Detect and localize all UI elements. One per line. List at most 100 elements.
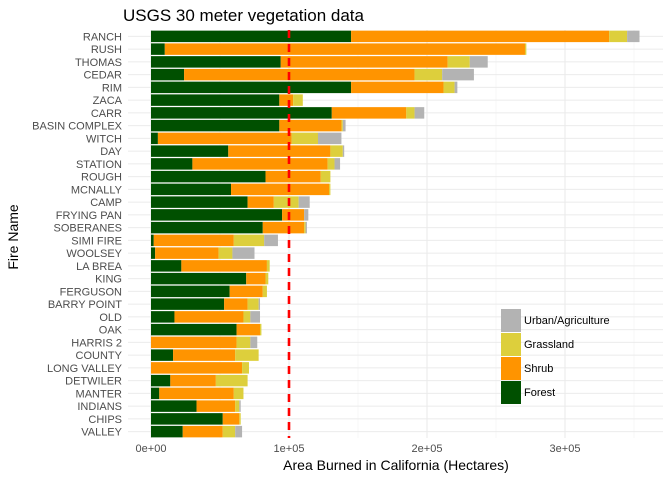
bar-segment-shrub — [151, 336, 237, 349]
bar-segment-urban-agriculture — [305, 221, 307, 234]
bar-segment-urban-agriculture — [342, 119, 346, 132]
legend-swatch — [501, 333, 521, 356]
bar-segment-shrub — [228, 145, 331, 157]
x-tick-label: 0e+00 — [136, 443, 167, 455]
bar-segment-urban-agriculture — [250, 311, 261, 323]
bar-segment-grassland — [262, 285, 267, 298]
legend: Urban/Agriculture Grassland Shrub Forest — [501, 309, 610, 404]
bars — [151, 30, 640, 438]
bar-segment-shrub — [155, 247, 219, 259]
bar-segment-grassland — [215, 374, 248, 387]
bar-segment-forest — [151, 107, 332, 119]
y-tick-label: OLD — [99, 312, 122, 324]
bar-segment-forest — [151, 132, 158, 145]
bar-segment-shrub — [157, 132, 292, 145]
bar-segment-shrub — [265, 170, 321, 183]
bar-segment-grassland — [524, 43, 527, 55]
bar-segment-forest — [151, 119, 280, 132]
bar-segment-forest — [151, 30, 352, 43]
bar-segment-shrub — [159, 387, 234, 400]
bar-segment-shrub — [170, 374, 216, 387]
y-tick-label: BASIN COMPLEX — [32, 121, 123, 133]
y-tick-label: RUSH — [91, 44, 122, 56]
bar-segment-shrub — [246, 272, 266, 285]
y-tick-label: WOOLSEY — [66, 248, 122, 260]
bar-segment-grassland — [235, 400, 240, 412]
bar-segment-grassland — [304, 221, 306, 234]
bar-segment-shrub — [231, 183, 330, 196]
bar-segment-grassland — [341, 119, 343, 132]
bar-segment-urban-agriculture — [304, 209, 309, 221]
bar-segment-shrub — [236, 323, 261, 336]
y-tick-label: CEDAR — [83, 70, 122, 82]
y-tick-label: OAK — [99, 325, 123, 337]
bar-segment-grassland — [235, 349, 259, 361]
bar-segment-grassland — [273, 196, 299, 208]
bar-segment-forest — [151, 209, 283, 221]
bar-segment-urban-agriculture — [414, 107, 425, 119]
bar-segment-urban-agriculture — [627, 30, 640, 43]
bar-segment-urban-agriculture — [442, 68, 474, 81]
bar-segment-forest — [151, 145, 229, 157]
bar-segment-shrub — [184, 68, 415, 81]
bar-segment-grassland — [443, 81, 455, 94]
bar-segment-urban-agriculture — [342, 145, 345, 157]
legend-label: Urban/Agriculture — [524, 315, 610, 327]
y-tick-label: SOBERANES — [54, 223, 122, 235]
bar-segment-forest — [151, 272, 247, 285]
y-tick-label: SIMI FIRE — [71, 235, 122, 247]
bar-segment-forest — [151, 234, 154, 247]
y-tick-label: RIM — [102, 82, 122, 94]
y-tick-label: HARRIS 2 — [71, 337, 122, 349]
bar-segment-grassland — [233, 387, 244, 400]
x-axis-label: Area Burned in California (Hectares) — [283, 457, 509, 473]
bar-segment-grassland — [329, 183, 331, 196]
bar-segment-shrub — [222, 413, 240, 425]
y-tick-label: BARRY POINT — [48, 299, 122, 311]
y-tick-label: WITCH — [86, 133, 122, 145]
y-tick-label: DETWILER — [65, 376, 122, 388]
bar-segment-grassland — [447, 56, 470, 68]
bar-segment-grassland — [236, 336, 251, 349]
bar-segment-shrub — [173, 349, 236, 361]
bar-segment-forest — [151, 68, 185, 81]
bar-segment-grassland — [406, 107, 415, 119]
bar-segment-urban-agriculture — [232, 247, 255, 259]
y-tick-label: RANCH — [83, 31, 122, 43]
y-tick-label: ZACA — [93, 95, 123, 107]
bar-segment-urban-agriculture — [264, 234, 278, 247]
bar-segment-shrub — [164, 43, 525, 55]
bar-segment-forest — [151, 349, 174, 361]
bar-segment-shrub — [229, 285, 263, 298]
y-tick-label: ROUGH — [81, 172, 122, 184]
y-tick-label: CHIPS — [88, 414, 122, 426]
bar-segment-shrub — [351, 30, 610, 43]
bar-segment-shrub — [174, 311, 244, 323]
bar-segment-grassland — [291, 132, 318, 145]
bar-segment-forest — [151, 94, 280, 106]
legend-swatch — [501, 357, 521, 380]
bar-segment-grassland — [260, 323, 262, 336]
bar-segment-shrub — [331, 107, 407, 119]
bar-segment-grassland — [242, 362, 249, 374]
y-tick-label: LONG VALLEY — [47, 363, 123, 375]
y-tick-label: KING — [95, 274, 122, 286]
y-tick-label: INDIANS — [77, 401, 122, 413]
legend-label: Forest — [524, 387, 555, 399]
y-tick-label: MANTER — [76, 388, 123, 400]
bar-segment-grassland — [327, 158, 335, 170]
y-tick-label: VALLEY — [81, 427, 122, 439]
y-tick-label: CARR — [91, 108, 122, 120]
bar-segment-grassland — [233, 234, 265, 247]
bar-segment-forest — [151, 400, 197, 412]
bar-segment-shrub — [282, 209, 305, 221]
bar-segment-forest — [151, 247, 156, 259]
bar-segment-forest — [151, 196, 248, 208]
bar-segment-forest — [151, 387, 160, 400]
x-tick-label: 2e+05 — [412, 443, 443, 455]
legend-swatch — [501, 381, 521, 404]
bar-segment-urban-agriculture — [298, 196, 310, 208]
bar-segment-forest — [151, 413, 223, 425]
bar-segment-forest — [151, 298, 225, 310]
